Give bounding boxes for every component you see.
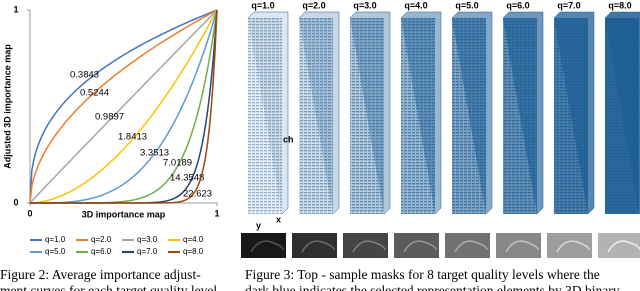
curve-label: 14.3548 xyxy=(170,173,204,184)
curve xyxy=(29,9,218,204)
mask-volume xyxy=(349,11,391,215)
mask-volume xyxy=(553,11,595,215)
y-tick-label: 0 xyxy=(13,197,18,207)
caption: ment curves for each target quality leve… xyxy=(0,283,217,291)
y-tick-label: 1 xyxy=(13,4,18,14)
legend-label: q=6.0 xyxy=(91,247,112,256)
curve xyxy=(29,9,218,204)
legend-label: q=7.0 xyxy=(137,247,158,256)
column-label: q=3.0 xyxy=(353,0,376,10)
curve-label: 7.0189 xyxy=(163,158,192,169)
mask-volume xyxy=(247,11,289,215)
column-label: q=7.0 xyxy=(557,0,580,10)
thumbnail-detail xyxy=(607,240,640,253)
column-label: q=8.0 xyxy=(608,0,631,10)
volume-texture xyxy=(350,18,384,214)
volume-texture xyxy=(248,18,282,214)
mask-volume xyxy=(298,11,340,215)
column-label: q=5.0 xyxy=(455,0,478,10)
column-label: q=6.0 xyxy=(506,0,529,10)
axis-label: y xyxy=(256,220,261,230)
thumbnail-detail xyxy=(556,240,590,253)
column-label: q=4.0 xyxy=(404,0,427,10)
volume-edge xyxy=(349,11,391,215)
thumbnail-detail xyxy=(454,240,488,253)
volume-edge xyxy=(604,11,640,215)
volume-texture xyxy=(299,18,333,214)
legend-label: q=2.0 xyxy=(91,235,112,244)
legend-label: q=4.0 xyxy=(183,235,204,244)
volume-edge xyxy=(247,11,289,215)
column-label: q=1.0 xyxy=(251,0,274,10)
volume-edge xyxy=(553,11,595,215)
volume-edge xyxy=(400,11,442,215)
y-axis-label: Adjusted 3D importance map xyxy=(2,44,12,169)
axis-label: ch xyxy=(283,134,294,144)
curve xyxy=(29,9,218,204)
mask-volume xyxy=(604,11,640,215)
curve-label: 0.5244 xyxy=(80,88,109,99)
curve xyxy=(30,9,218,204)
thumbnail-detail xyxy=(505,240,539,253)
caption: Figure 3: Top - sample masks for 8 targe… xyxy=(245,267,600,282)
volume-edge xyxy=(502,11,544,215)
x-tick-label: 1 xyxy=(214,208,219,218)
legend-label: q=3.0 xyxy=(137,235,158,244)
x-axis-label: 3D importance map xyxy=(82,209,166,219)
legend-label: q=5.0 xyxy=(45,247,66,256)
thumbnail-detail xyxy=(250,240,284,253)
axis-label: x xyxy=(276,214,281,224)
mask-volume xyxy=(502,11,544,215)
thumbnail-detail xyxy=(403,240,437,253)
curve-label: 1.8413 xyxy=(118,132,147,143)
column-label: q=2.0 xyxy=(302,0,325,10)
x-tick-label: 0 xyxy=(27,208,32,218)
curve-label: 0.3843 xyxy=(70,70,99,81)
curve xyxy=(29,9,218,204)
thumbnail-detail xyxy=(352,240,386,253)
mask-volume xyxy=(451,11,493,215)
legend-label: q=8.0 xyxy=(183,247,204,256)
thumbnail-detail xyxy=(301,240,335,253)
volume-edge xyxy=(451,11,493,215)
curve-label: 3.3513 xyxy=(140,148,169,159)
mask-volume xyxy=(400,11,442,215)
caption: dark blue indicates the selected represe… xyxy=(245,283,620,291)
caption: Figure 2: Average importance adjust- xyxy=(0,267,201,282)
curve-label: 22.623 xyxy=(183,189,212,200)
curve-label: 0.9897 xyxy=(95,112,124,123)
thumbnail xyxy=(598,233,640,258)
legend-label: q=1.0 xyxy=(45,235,66,244)
volume-edge xyxy=(298,11,340,215)
volume-texture xyxy=(401,18,435,214)
